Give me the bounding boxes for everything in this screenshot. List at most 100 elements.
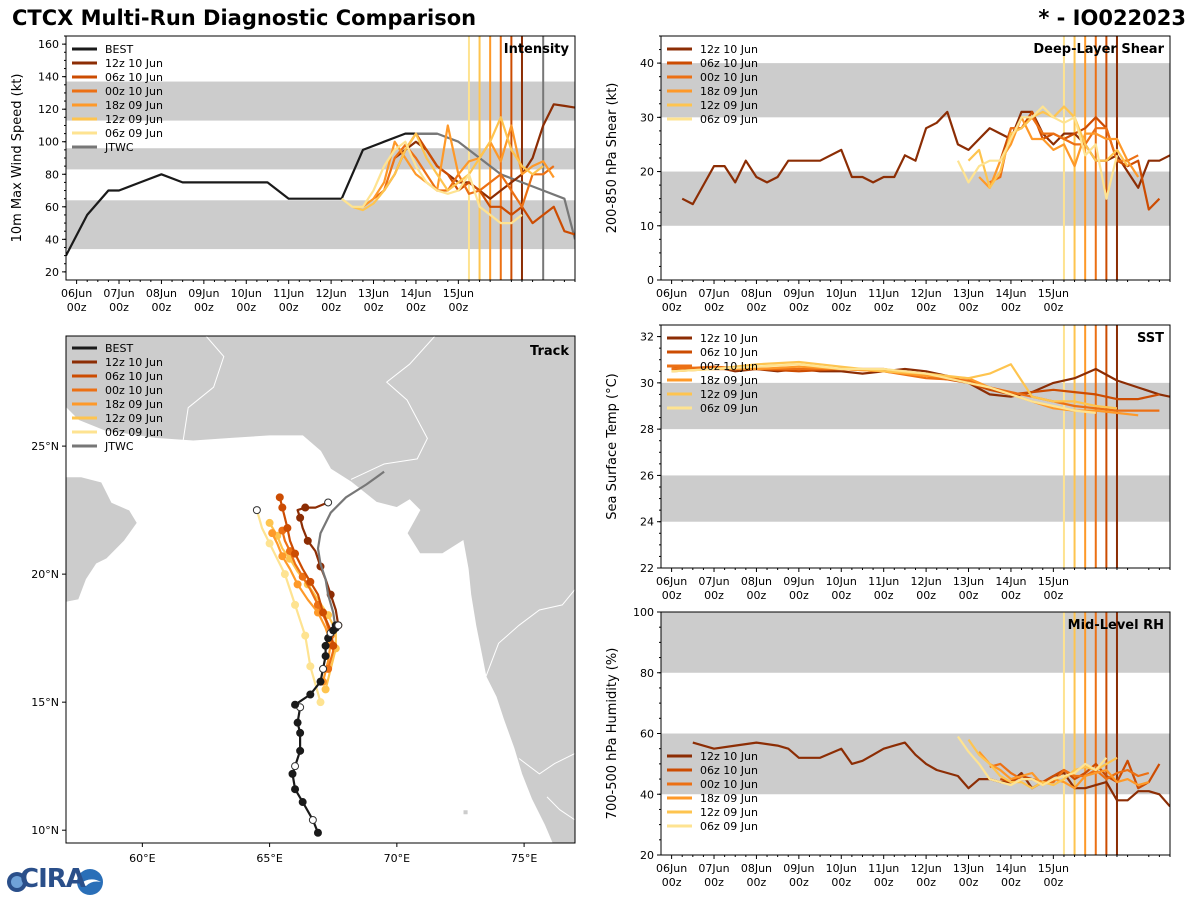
intensity-ytick-label: 120: [38, 103, 59, 116]
rh-xtick-label: 00z: [1043, 876, 1063, 889]
intensity-series-12z-09-jun: [351, 116, 544, 212]
rh-xtick-label: 11Jun: [868, 862, 899, 875]
land-arabia-iran: [66, 336, 575, 843]
rh-legend-label: 18z 09 Jun: [700, 792, 758, 805]
rh-xtick-label: 00z: [959, 876, 979, 889]
track-point-best: [321, 652, 330, 661]
sst-xtick-label: 00z: [1001, 589, 1021, 602]
intensity-band: [66, 148, 575, 170]
shear-xtick-label: 14Jun: [995, 287, 1026, 300]
rh-xtick-label: 15Jun: [1038, 862, 1069, 875]
shear-ytick-label: 30: [640, 111, 654, 124]
track-legend-label: 00z 10 Jun: [105, 384, 163, 397]
intensity-xtick-label: 00z: [448, 301, 468, 314]
track-point-best: [308, 815, 317, 824]
track-point-best: [319, 664, 328, 673]
rh-ytick-label: 20: [640, 849, 654, 862]
intensity-ylabel: 10m Max Wind Speed (kt): [10, 74, 25, 243]
country-border: [485, 589, 575, 677]
shear-ytick-label: 10: [640, 220, 654, 233]
shear-ytick-label: 40: [640, 57, 654, 70]
intensity-ytick-label: 140: [38, 71, 59, 84]
track-point-best: [291, 700, 300, 709]
rh-ytick-label: 60: [640, 728, 654, 741]
track-point-06z-09-jun: [265, 539, 274, 548]
track-point-06z-10-jun: [319, 608, 328, 617]
track-point-18z-09-jun: [268, 529, 277, 538]
shear-xtick-label: 00z: [789, 301, 809, 314]
track-legend-label: 06z 10 Jun: [105, 370, 163, 383]
track-point-06z-10-jun: [275, 493, 284, 502]
intensity-ytick-label: 60: [45, 201, 59, 214]
intensity-xtick-label: 15Jun: [443, 287, 474, 300]
track-point-06z-09-jun: [306, 662, 315, 671]
sst-ytick-label: 22: [640, 562, 654, 575]
rh-legend-label: 06z 09 Jun: [700, 820, 758, 833]
track-point-12z-09-jun: [265, 518, 274, 527]
intensity-xtick-label: 14Jun: [400, 287, 431, 300]
track-legend-label: 06z 09 Jun: [105, 426, 163, 439]
intensity-legend-label: 18z 09 Jun: [105, 99, 163, 112]
rh-xtick-label: 00z: [831, 876, 851, 889]
track-point-06z-09-jun: [301, 631, 310, 640]
intensity-xtick-label: 00z: [109, 301, 129, 314]
intensity-panel: 2040608010012014016006Jun00z07Jun00z08Ju…: [10, 35, 576, 314]
rh-ylabel: 700-500 hPa Humidity (%): [605, 648, 620, 820]
rh-series-group: [692, 735, 1170, 808]
track-ytick-label: 25°N: [31, 440, 59, 453]
sst-series-18z-09-jun: [671, 365, 1139, 417]
sst-panel: 22242628303206Jun00z07Jun00z08Jun00z09Ju…: [605, 324, 1171, 602]
shear-series-06z-09-jun: [956, 105, 1119, 200]
track-point-06z-10-jun: [291, 549, 300, 558]
country-border: [350, 336, 436, 480]
intensity-xtick-label: 00z: [236, 301, 256, 314]
track-point-06z-09-jun: [291, 600, 300, 609]
rh-xtick-label: 08Jun: [741, 862, 772, 875]
rh-ytick-label: 80: [640, 667, 654, 680]
shear-legend-label: 18z 09 Jun: [700, 85, 758, 98]
shear-xtick-label: 10Jun: [826, 287, 857, 300]
track-legend-label: 12z 10 Jun: [105, 356, 163, 369]
sst-xtick-label: 00z: [704, 589, 724, 602]
intensity-series-18z-09-jun: [362, 124, 555, 208]
shear-series-00z-10-jun: [989, 116, 1139, 184]
intensity-legend-label: 06z 10 Jun: [105, 71, 163, 84]
rh-ytick-label: 100: [633, 606, 654, 619]
sst-xtick-label: 00z: [831, 589, 851, 602]
intensity-xtick-label: 08Jun: [146, 287, 177, 300]
country-border: [518, 752, 575, 775]
track-point-best: [296, 728, 305, 737]
sst-xtick-label: 00z: [747, 589, 767, 602]
shear-legend-label: 12z 09 Jun: [700, 99, 758, 112]
rh-ytick-label: 40: [640, 788, 654, 801]
rh-series-00z-10-jun: [989, 762, 1150, 784]
sst-xtick-label: 07Jun: [698, 575, 729, 588]
intensity-xtick-label: 00z: [364, 301, 384, 314]
track-point-06z-09-jun: [316, 698, 325, 707]
intensity-legend-label: 06z 09 Jun: [105, 127, 163, 140]
intensity-series-group: [66, 103, 575, 257]
shear-legend-label: 06z 10 Jun: [700, 57, 758, 70]
rh-legend-label: 12z 09 Jun: [700, 806, 758, 819]
shear-xtick-label: 11Jun: [868, 287, 899, 300]
rh-xtick-label: 00z: [662, 876, 682, 889]
intensity-xtick-label: 07Jun: [103, 287, 134, 300]
intensity-legend-label: 12z 09 Jun: [105, 113, 163, 126]
intensity-xtick-label: 00z: [279, 301, 299, 314]
track-point-best: [316, 677, 325, 686]
intensity-xtick-label: 00z: [406, 301, 426, 314]
intensity-xtick-label: 00z: [194, 301, 214, 314]
intensity-xtick-label: 00z: [152, 301, 172, 314]
sst-xtick-label: 12Jun: [911, 575, 942, 588]
sst-xtick-label: 13Jun: [953, 575, 984, 588]
track-point-best: [334, 621, 343, 630]
rh-xtick-label: 00z: [916, 876, 936, 889]
track-point-06z-09-jun: [252, 506, 261, 515]
track-line-jtwc: [316, 470, 385, 631]
intensity-legend-label: 12z 10 Jun: [105, 57, 163, 70]
sst-title: SST: [1137, 331, 1164, 346]
track-point-best: [306, 690, 315, 699]
rh-xtick-label: 00z: [789, 876, 809, 889]
